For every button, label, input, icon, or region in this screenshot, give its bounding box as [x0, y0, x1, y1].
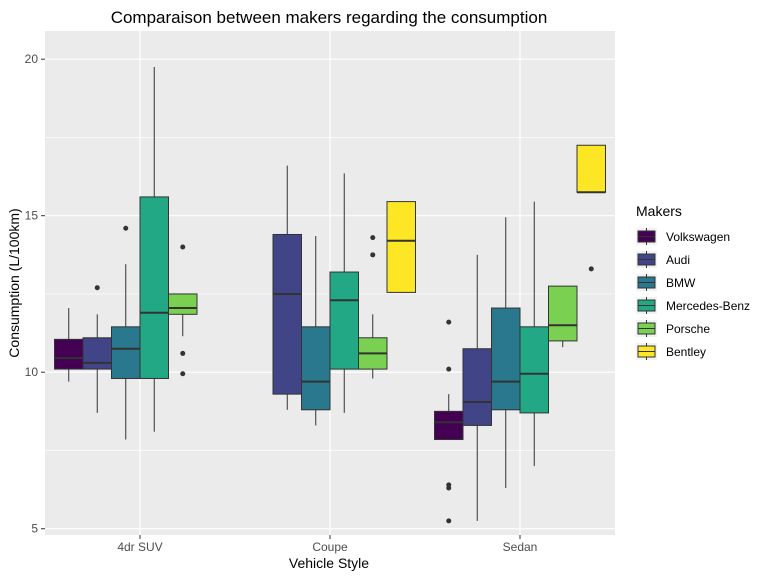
box-volkswagen-sedan	[434, 319, 464, 524]
outlier-point	[446, 319, 452, 325]
outlier-point	[446, 518, 452, 524]
box-rect	[54, 338, 84, 370]
outlier-point	[94, 285, 100, 291]
outlier-point	[180, 244, 186, 250]
box-mercedes-benz-4dr-suv	[139, 67, 169, 432]
chart-title: Comparaison between makers regarding the…	[111, 8, 548, 27]
y-axis-title: Consumption (L/100km)	[6, 208, 22, 357]
outlier-point	[180, 371, 186, 377]
y-tick-label: 20	[25, 52, 39, 66]
y-tick-label: 5	[31, 522, 38, 536]
y-axis: 5 10 15 20	[25, 52, 45, 536]
box-audi-coupe	[272, 165, 302, 410]
outlier-point	[446, 485, 452, 491]
x-tick-label: Sedan	[503, 540, 538, 554]
outlier-point	[370, 235, 376, 241]
y-tick-label: 10	[25, 365, 39, 379]
x-tick-label: Coupe	[312, 540, 348, 554]
box-bentley-sedan	[576, 144, 606, 272]
box-rect	[139, 196, 169, 379]
box-rect	[491, 307, 521, 411]
box-mercedes-benz-sedan	[519, 201, 549, 467]
boxplots	[54, 67, 606, 524]
x-axis-title: Vehicle Style	[289, 555, 369, 571]
outlier-point	[588, 266, 594, 272]
box-rect	[111, 326, 141, 379]
box-rect	[576, 144, 606, 193]
outlier-point	[446, 366, 452, 372]
legend-item-bmw: BMW	[636, 274, 696, 291]
box-rect	[548, 285, 578, 342]
outlier-point	[180, 350, 186, 356]
box-porsche-sedan	[548, 285, 578, 348]
y-tick-label: 15	[25, 209, 39, 223]
box-bentley-coupe	[386, 201, 416, 293]
box-rect	[272, 233, 302, 395]
box-rect	[82, 337, 112, 370]
box-rect	[519, 326, 549, 414]
legend-item-volkswagen: Volkswagen	[636, 228, 730, 245]
box-rect	[301, 326, 331, 411]
outlier-point	[370, 252, 376, 258]
outlier-point	[123, 225, 129, 231]
legend-title: Makers	[636, 203, 682, 219]
box-bmw-sedan	[491, 217, 521, 489]
box-porsche-4dr-suv	[168, 244, 198, 377]
legend-item-bentley: Bentley	[636, 343, 706, 360]
box-rect	[168, 293, 198, 315]
box-volkswagen-4dr-suv	[54, 308, 84, 382]
legend-label: Porsche	[666, 322, 710, 336]
box-audi-sedan	[462, 254, 492, 521]
x-tick-label: 4dr SUV	[117, 540, 162, 554]
box-mercedes-benz-coupe	[329, 173, 359, 413]
legend-label: Mercedes-Benz	[666, 299, 750, 313]
legend-item-mercedes-benz: Mercedes-Benz	[636, 297, 750, 314]
box-porsche-coupe	[358, 235, 388, 379]
box-rect	[434, 410, 464, 441]
box-rect	[462, 348, 492, 426]
x-axis: 4dr SUV Coupe Sedan	[117, 535, 537, 554]
legend-label: Bentley	[666, 345, 706, 359]
box-rect	[329, 271, 359, 370]
legend-label: Volkswagen	[666, 230, 730, 244]
box-audi-4dr-suv	[82, 285, 112, 413]
legend-item-porsche: Porsche	[636, 320, 710, 337]
legend-label: BMW	[666, 276, 696, 290]
box-bmw-coupe	[301, 236, 331, 426]
box-rect	[386, 201, 416, 293]
legend: Makers Volkswagen Audi BMW Mercedes-Benz Por…	[636, 203, 750, 360]
legend-item-audi: Audi	[636, 251, 690, 268]
legend-label: Audi	[666, 253, 690, 267]
